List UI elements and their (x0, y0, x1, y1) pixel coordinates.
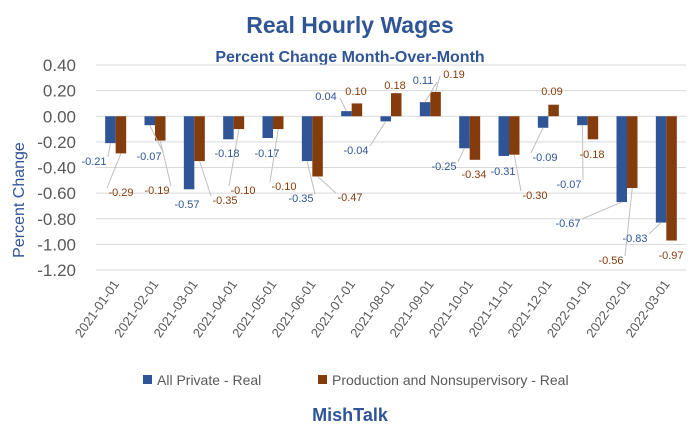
y-tick-label: 0.40 (43, 56, 76, 75)
leader-line (581, 125, 584, 181)
data-label: -0.18 (579, 149, 604, 161)
leader-line (339, 97, 347, 112)
bar-production-2021-04-01 (233, 116, 245, 130)
bar-all-private-2021-01-01 (105, 116, 116, 144)
data-label: -0.29 (108, 187, 133, 199)
legend-swatch-all-private (143, 375, 152, 384)
leader-line (269, 128, 279, 183)
bar-production-2021-03-01 (194, 116, 205, 162)
bar-all-private-2021-04-01 (223, 116, 234, 140)
data-label: -0.17 (254, 148, 279, 160)
leader-line (624, 187, 633, 257)
data-label: -0.30 (522, 190, 547, 202)
leader-line (306, 160, 316, 195)
data-label: -0.07 (556, 179, 581, 191)
leader-line (159, 140, 172, 187)
bar-all-private-2021-07-01 (341, 111, 352, 117)
data-label: 0.10 (345, 86, 366, 98)
y-tick-label: 0.20 (43, 82, 76, 101)
data-label: 0.18 (384, 80, 405, 92)
bar-production-2021-11-01 (509, 116, 520, 155)
bar-all-private-2022-01-01 (577, 116, 588, 126)
footer-brand: MishTalk (312, 405, 389, 425)
data-label: -0.35 (212, 195, 237, 207)
chart-subtitle: Percent Change Month-Over-Month (215, 49, 484, 66)
y-tick-label: 0.00 (43, 107, 76, 126)
data-label: -0.21 (81, 156, 106, 168)
data-label: 0.11 (413, 75, 434, 87)
leader-line (107, 143, 111, 158)
data-label: -0.04 (343, 145, 368, 157)
leader-line (149, 124, 164, 153)
leader-line (317, 176, 337, 194)
chart-title: Real Hourly Wages (246, 12, 453, 38)
leader-line (228, 128, 240, 187)
bar-production-2022-02-01 (627, 116, 638, 188)
bar-production-2021-08-01 (391, 93, 402, 117)
bar-all-private-2021-09-01 (419, 102, 431, 117)
bar-production-2021-05-01 (273, 116, 284, 130)
legend: All Private - Real Production and Nonsup… (143, 372, 569, 388)
bar-production-2022-01-01 (587, 116, 599, 140)
y-tick-label: -1.00 (37, 235, 76, 254)
legend-label-production: Production and Nonsupervisory - Real (332, 372, 569, 388)
data-label: -0.10 (230, 185, 255, 197)
bar-production-2021-01-01 (115, 116, 127, 154)
bar-all-private-2022-02-01 (616, 116, 627, 203)
data-label: -0.67 (555, 218, 580, 230)
y-tick-label: -0.20 (37, 133, 76, 152)
leader-line (106, 153, 122, 189)
bar-production-2021-10-01 (469, 116, 481, 160)
legend-label-all-private: All Private - Real (157, 372, 261, 388)
leader-line (435, 75, 441, 93)
leader-line (530, 127, 544, 154)
leader-line (424, 81, 438, 103)
data-label: -0.56 (598, 255, 623, 267)
leader-line (457, 148, 465, 163)
bar-all-private-2021-02-01 (144, 116, 155, 126)
bar-all-private-2021-05-01 (262, 116, 273, 139)
data-label: -0.10 (271, 181, 296, 193)
bar-production-2021-06-01 (312, 116, 323, 177)
bar-all-private-2021-03-01 (183, 116, 195, 190)
y-tick-label: -1.20 (37, 261, 76, 280)
leader-line (369, 121, 387, 147)
data-label: -0.97 (658, 250, 683, 262)
data-label: -0.83 (622, 233, 647, 245)
bar-production-2021-12-01 (548, 104, 559, 117)
bar-all-private-2022-03-01 (655, 116, 667, 223)
data-label: 0.04 (315, 91, 336, 103)
leader-line (581, 201, 622, 220)
data-label: -0.19 (144, 185, 169, 197)
data-label: -0.25 (431, 161, 456, 173)
data-label: 0.09 (541, 86, 562, 98)
y-axis-label: Percent Change (11, 142, 28, 258)
bar-all-private-2021-08-01 (380, 116, 391, 122)
data-label: -0.09 (532, 152, 557, 164)
data-label: -0.57 (174, 199, 199, 211)
y-tick-label: -0.80 (37, 210, 76, 229)
leader-line (199, 160, 212, 197)
data-label: -0.34 (461, 169, 486, 181)
bar-all-private-2021-11-01 (498, 116, 509, 156)
data-label: -0.47 (337, 192, 362, 204)
bar-production-2021-07-01 (351, 103, 363, 117)
leader-line (648, 222, 662, 235)
data-label: -0.35 (288, 193, 313, 205)
bar-production-2022-03-01 (666, 116, 677, 241)
bar-production-2021-02-01 (155, 116, 166, 141)
y-tick-label: -0.40 (37, 159, 76, 178)
data-label: -0.18 (214, 148, 239, 160)
legend-swatch-production (318, 375, 327, 384)
bar-production-2021-09-01 (430, 91, 441, 117)
bar-all-private-2021-06-01 (301, 116, 313, 162)
data-label: 0.19 (443, 69, 464, 81)
leader-line (513, 154, 522, 192)
bar-all-private-2021-12-01 (537, 116, 549, 128)
bar-all-private-2021-10-01 (459, 116, 470, 149)
data-label: -0.07 (136, 151, 161, 163)
y-tick-label: -0.60 (37, 184, 76, 203)
data-label: -0.31 (490, 166, 515, 178)
